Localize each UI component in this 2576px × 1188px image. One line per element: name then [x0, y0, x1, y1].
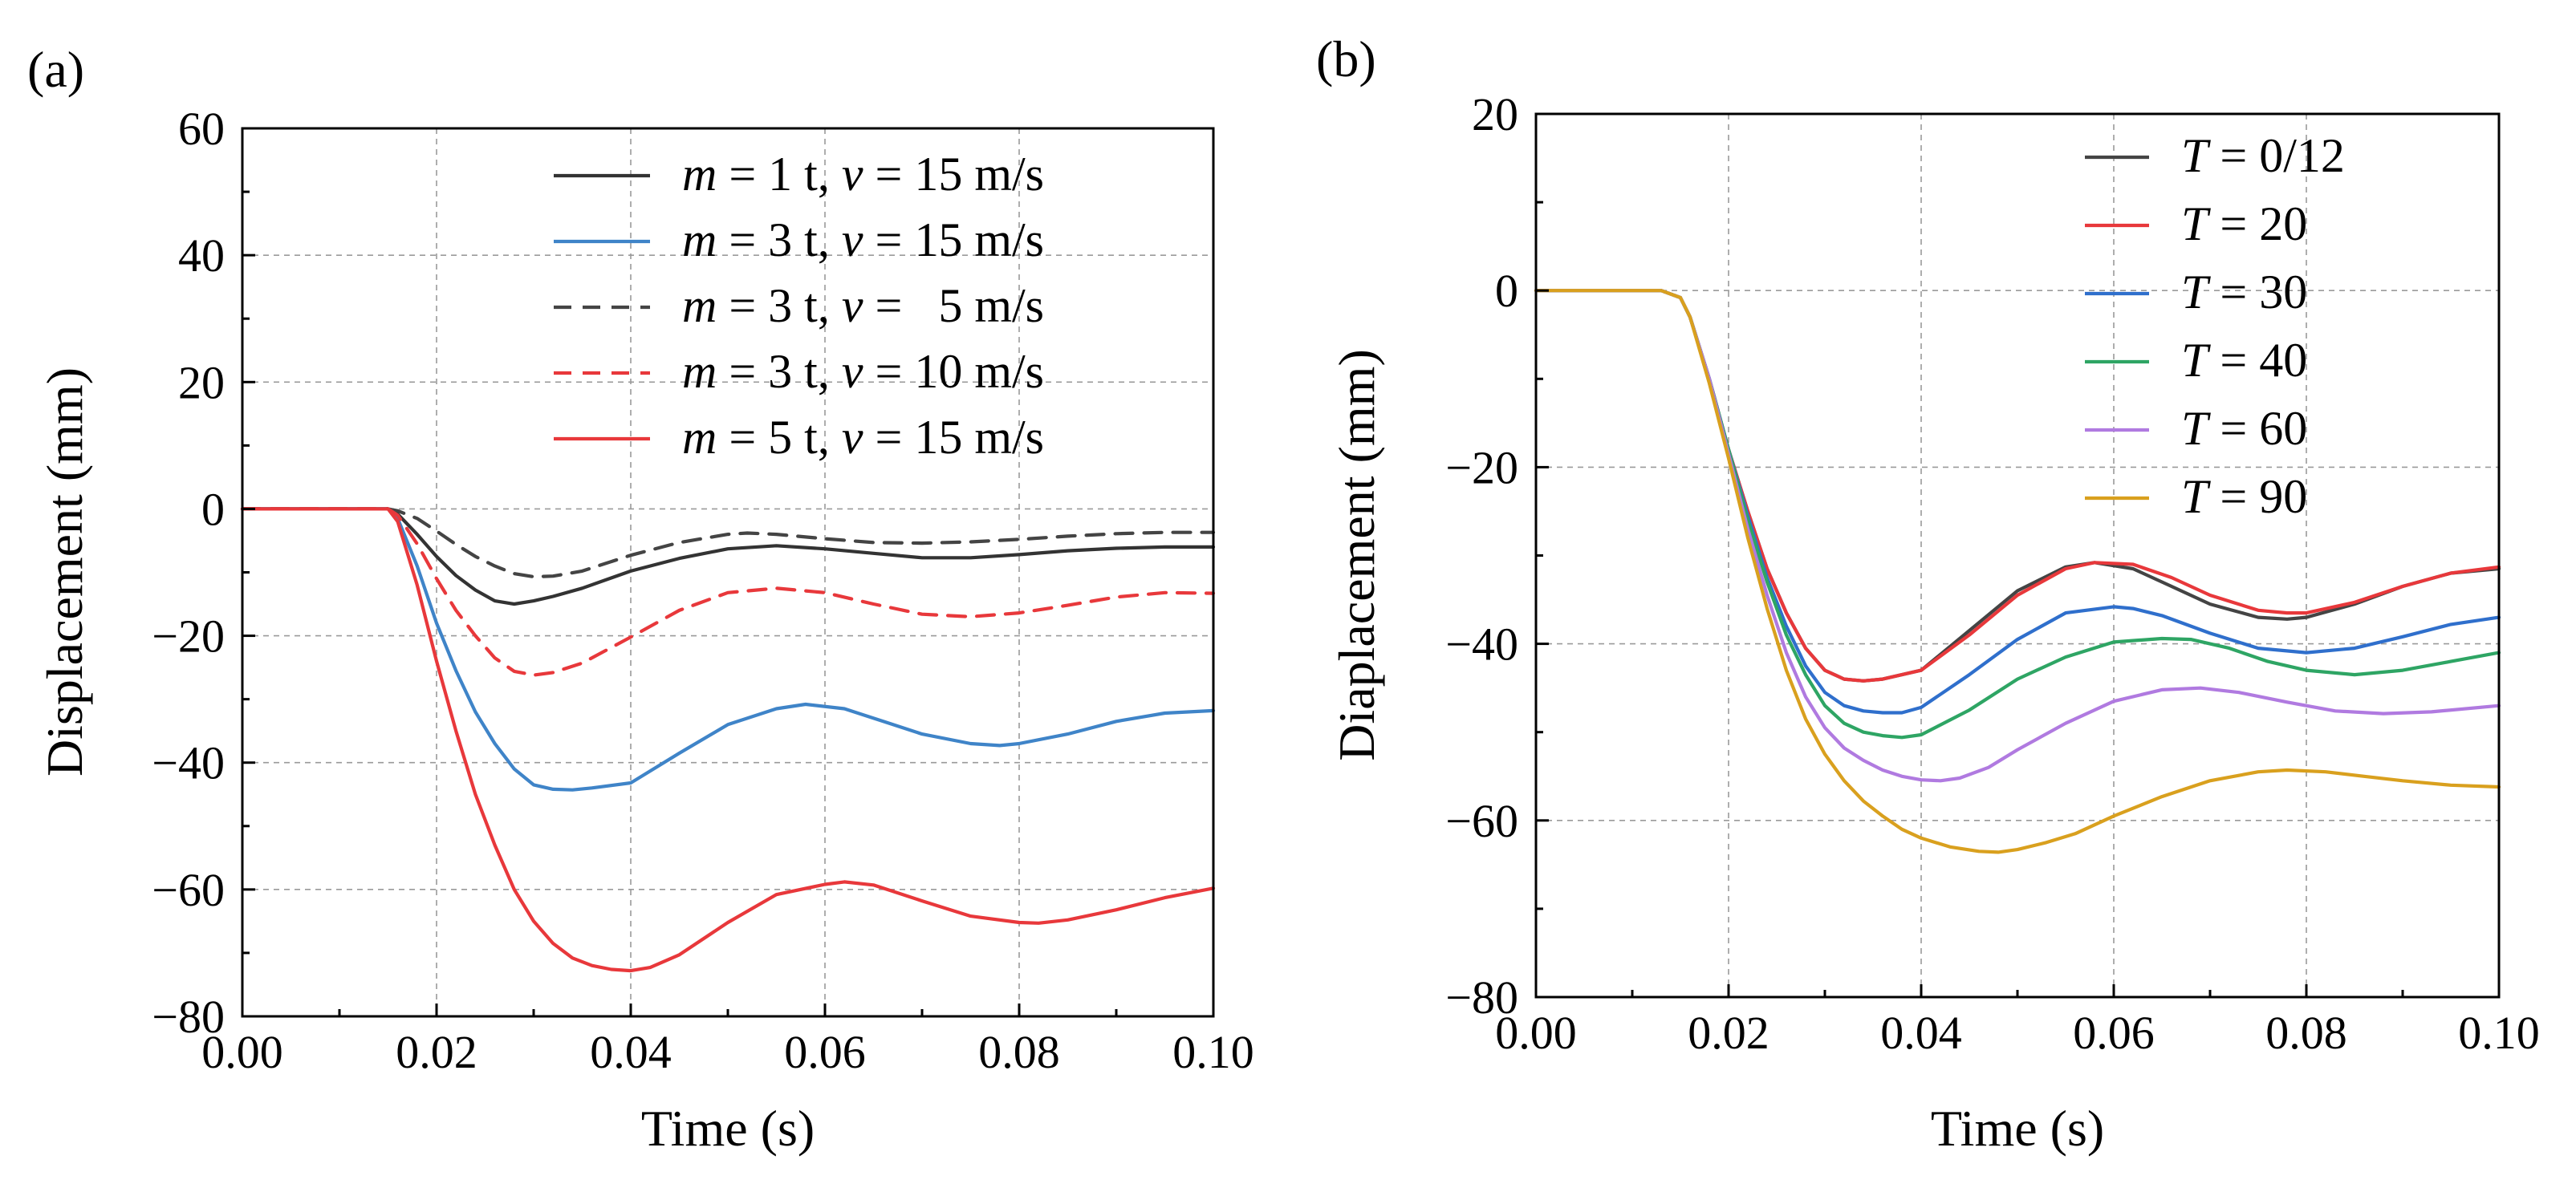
legend-entry: T = 30 — [2181, 266, 2307, 318]
panel-b-x-tick-label: 0.02 — [1688, 1007, 1769, 1059]
panel-b: (b) 0.00 0.02 0.04 0.06 0.08 0.10 −80 −60 −40 −20… — [1316, 30, 2540, 1157]
panel-b-x-tick-label: 0.04 — [1880, 1007, 1962, 1059]
panel-a-series-line-2 — [240, 507, 1216, 792]
panel-a-y-tick-label: 40 — [178, 229, 225, 282]
legend-entry: m = 5 t, v = 15 m/s — [682, 411, 1044, 464]
panel-a-label: (a) — [27, 41, 84, 98]
panel-a-x-tick-label: 0.06 — [784, 1026, 866, 1078]
panel-b-y-tick-label: 20 — [1472, 88, 1518, 140]
panel-b-grid — [1536, 114, 2499, 997]
panel-b-legend: T = 0/12 T = 20 T = 30 T = 40 T = 60 T = 90 — [2085, 129, 2345, 523]
legend-entry: T = 90 — [2181, 470, 2307, 523]
legend-entry: m = 1 t, v = 15 m/s — [682, 148, 1044, 201]
legend-entry: T = 0/12 — [2181, 129, 2345, 182]
legend-entry: m = 3 t, v = 15 m/s — [682, 213, 1044, 266]
panel-b-x-axis-label: Time (s) — [1931, 1100, 2104, 1157]
panel-a-series-line-4 — [240, 507, 1216, 677]
panel-b-y-tick-label: 0 — [1495, 265, 1518, 317]
panel-a-series-line-3 — [240, 507, 1216, 579]
panel-b-x-tick-label: 0.10 — [2458, 1007, 2540, 1059]
legend-entry: m = 3 t, v = 5 m/s — [682, 279, 1044, 332]
panel-a-legend: m = 1 t, v = 15 m/s m = 3 t, v = 15 m/s m … — [554, 148, 1044, 464]
panel-a-series-line-5 — [240, 507, 1216, 973]
panel-b-y-tick-label: −20 — [1445, 441, 1518, 493]
panel-b-x-tick-label: 0.08 — [2265, 1007, 2347, 1059]
panel-b-series-line-6 — [1534, 289, 2501, 854]
legend-entry: m = 3 t, v = 10 m/s — [682, 345, 1044, 398]
panel-a-y-tick-label: −40 — [152, 737, 225, 789]
panel-a-y-tick-label: 0 — [201, 483, 225, 535]
panel-a-x-axis-label: Time (s) — [641, 1100, 815, 1157]
panel-a-x-tick-label: 0.08 — [978, 1026, 1060, 1078]
panel-a-y-tick-label: −20 — [152, 610, 225, 663]
panel-b-label: (b) — [1316, 30, 1376, 87]
panel-b-x-tick-label: 0.00 — [1495, 1007, 1577, 1059]
panel-a-series — [240, 507, 1216, 973]
panel-b-ticks: 0.00 0.02 0.04 0.06 0.08 0.10 −80 −60 −40 −20 0 20 — [1445, 88, 2539, 1059]
panel-b-y-axis-label: Diaplacement (mm) — [1328, 349, 1385, 761]
panel-b-y-tick-label: −80 — [1445, 971, 1518, 1024]
legend-entry: T = 20 — [2181, 197, 2307, 250]
panel-a-y-tick-label: −60 — [152, 864, 225, 916]
panel-b-x-tick-label: 0.06 — [2073, 1007, 2155, 1059]
panel-a: (a) 0.00 0.02 0.04 0.06 0.08 0.10 −80 −60 −40 −20… — [27, 41, 1254, 1157]
panel-a-y-tick-label: 60 — [178, 103, 225, 155]
panel-b-y-tick-label: −40 — [1445, 618, 1518, 671]
panel-a-y-tick-label: −80 — [152, 991, 225, 1043]
panel-a-grid — [242, 128, 1213, 1016]
panel-a-y-axis-label: Displacement (mm) — [36, 367, 93, 776]
panel-a-y-tick-label: 20 — [178, 356, 225, 408]
panel-a-x-tick-label: 0.00 — [201, 1026, 283, 1078]
legend-entry: T = 60 — [2181, 402, 2307, 455]
panel-a-series-line-1 — [240, 507, 1216, 606]
legend-entry: T = 40 — [2181, 334, 2307, 387]
panel-a-x-tick-label: 0.10 — [1172, 1026, 1254, 1078]
panel-a-x-tick-label: 0.04 — [590, 1026, 672, 1078]
panel-b-y-tick-label: −60 — [1445, 795, 1518, 847]
panel-a-ticks: 0.00 0.02 0.04 0.06 0.08 0.10 −80 −60 −40 −20 0 20 4… — [152, 103, 1253, 1078]
panel-b-series — [1534, 289, 2501, 854]
panel-a-x-tick-label: 0.02 — [396, 1026, 477, 1078]
